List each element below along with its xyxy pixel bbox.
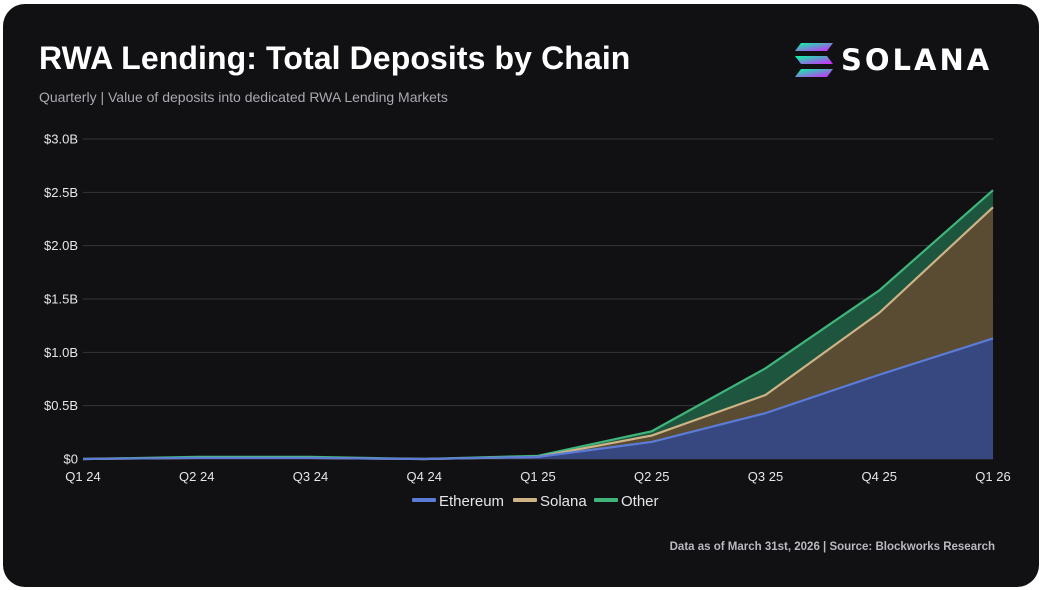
line-layer (82, 189, 994, 461)
x-tick-label: Q3 24 (293, 469, 328, 484)
source-note: Data as of March 31st, 2026 | Source: Bl… (669, 541, 995, 553)
y-axis-labels: $0 $0.5B $1.0B $1.5B $2.0B $2.5B $3.0B (44, 132, 78, 467)
solana-logo-text: SOLANA (841, 43, 993, 77)
area-layer (83, 190, 993, 459)
y-tick-label: $1.0B (44, 345, 78, 360)
chart-subtitle: Quarterly | Value of deposits into dedic… (39, 89, 448, 105)
legend: Ethereum Solana Other (412, 493, 659, 510)
legend-swatch (412, 498, 436, 502)
x-tick-label: Q4 24 (407, 469, 442, 484)
solana-logo-icon (795, 43, 833, 77)
y-tick-label: $3.0B (44, 132, 78, 147)
legend-item-ethereum: Ethereum (412, 493, 504, 510)
x-tick-label: Q3 25 (748, 469, 783, 484)
y-tick-label: $1.5B (44, 292, 78, 307)
x-tick-label: Q1 24 (65, 469, 100, 484)
legend-item-other: Other (594, 493, 659, 510)
legend-swatch (513, 498, 537, 502)
y-tick-label: $0 (64, 452, 78, 467)
y-tick-label: $2.5B (44, 185, 78, 200)
legend-item-solana: Solana (513, 493, 587, 510)
series-area-other (83, 190, 993, 459)
solana-logo: SOLANA (793, 40, 1005, 80)
legend-label: Other (621, 493, 659, 510)
y-tick-label: $2.0B (44, 238, 78, 253)
x-tick-label: Q1 25 (520, 469, 555, 484)
y-tick-label: $0.5B (44, 398, 78, 413)
legend-swatch (594, 498, 618, 502)
x-tick-label: Q1 26 (975, 469, 1010, 484)
chart-card: RWA Lending: Total Deposits by Chain Qua… (3, 4, 1039, 587)
x-tick-label: Q2 24 (179, 469, 214, 484)
series-area-ethereum (83, 338, 993, 459)
x-tick-label: Q4 25 (862, 469, 897, 484)
chart-title: RWA Lending: Total Deposits by Chain (39, 40, 631, 76)
x-tick-label: Q2 25 (634, 469, 669, 484)
legend-label: Ethereum (439, 493, 504, 510)
x-axis-labels: Q1 24 Q2 24 Q3 24 Q4 24 Q1 25 Q2 25 Q3 25 Q4 25… (65, 469, 1010, 484)
legend-label: Solana (540, 493, 587, 510)
